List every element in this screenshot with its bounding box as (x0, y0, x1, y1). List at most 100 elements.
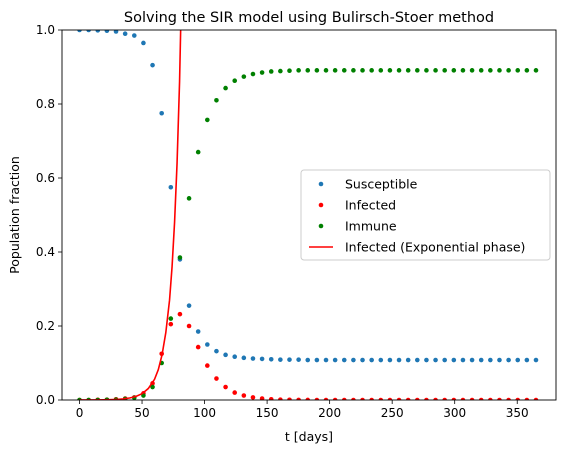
legend-label: Infected (345, 198, 396, 213)
data-point (378, 357, 384, 363)
data-point (515, 397, 521, 400)
data-point (378, 68, 384, 73)
y-tick-label: 0.0 (36, 393, 55, 407)
data-point (396, 397, 402, 400)
data-point (405, 68, 411, 73)
data-point (214, 348, 219, 354)
data-point (159, 110, 164, 116)
data-point (268, 69, 274, 74)
data-point (259, 356, 265, 362)
data-point (387, 357, 393, 363)
data-point (259, 396, 265, 400)
data-point (497, 68, 502, 73)
data-point (195, 149, 201, 155)
data-point (259, 70, 265, 75)
data-point (442, 357, 447, 363)
data-point (287, 68, 292, 73)
data-point (506, 357, 511, 363)
data-point (433, 357, 438, 363)
data-point (241, 74, 247, 79)
data-point (150, 62, 155, 68)
data-point (168, 316, 174, 321)
data-point (360, 68, 365, 73)
legend-label: Susceptible (345, 177, 418, 192)
x-tick-label: 150 (256, 406, 279, 420)
data-point (506, 397, 511, 400)
plot-frame (61, 29, 557, 401)
data-point (287, 397, 292, 400)
data-point (323, 357, 329, 363)
legend-box (300, 169, 551, 261)
data-point (186, 323, 192, 329)
data-point (488, 357, 493, 363)
data-point (250, 71, 256, 77)
data-point (305, 397, 311, 400)
data-point (469, 397, 475, 400)
data-point (223, 384, 228, 390)
x-axis: 0 50 100 150 200 250 300 350 (76, 400, 529, 420)
data-point (113, 30, 119, 34)
data-point (250, 356, 256, 361)
data-point (323, 68, 329, 73)
data-point (478, 68, 484, 73)
data-point (533, 397, 539, 400)
series-infected (77, 311, 539, 400)
x-tick-label: 50 (134, 406, 149, 420)
legend: Susceptible Infected Immune Infected (Expon… (300, 169, 551, 261)
data-point (332, 68, 338, 73)
data-point (378, 397, 384, 400)
data-point (141, 40, 146, 46)
data-point (323, 397, 329, 400)
data-point (469, 68, 475, 73)
data-point (296, 357, 301, 362)
data-point (506, 68, 511, 73)
x-tick-label: 300 (443, 406, 466, 420)
data-point (305, 68, 311, 73)
data-point (205, 363, 210, 368)
data-point (415, 357, 420, 363)
data-point (515, 68, 521, 73)
y-tick-label: 1.0 (36, 23, 55, 37)
data-point (223, 85, 228, 91)
data-point (360, 397, 365, 400)
data-point (524, 68, 530, 73)
data-point (469, 357, 475, 363)
data-point (278, 397, 283, 400)
data-point (405, 397, 411, 400)
x-tick-label: 200 (318, 406, 341, 420)
data-point (533, 357, 539, 363)
data-point (268, 396, 274, 400)
data-point (296, 397, 301, 400)
data-point (369, 357, 374, 363)
data-point (369, 397, 374, 400)
data-point (524, 397, 530, 400)
data-point (460, 68, 466, 73)
data-point (214, 376, 219, 381)
data-point (332, 357, 338, 363)
data-point (351, 357, 356, 363)
data-point (396, 357, 402, 363)
data-point (195, 344, 201, 350)
data-point (415, 397, 420, 400)
x-axis-label: t [days] (285, 429, 333, 444)
data-point (77, 30, 82, 33)
data-point (488, 397, 493, 400)
data-point (424, 68, 429, 73)
data-point (223, 352, 228, 358)
legend-dot-marker (318, 223, 324, 229)
data-point (451, 68, 457, 73)
x-tick-label: 0 (76, 406, 84, 420)
data-point (177, 255, 183, 260)
data-point (314, 397, 320, 400)
data-point (278, 68, 283, 74)
data-point (241, 393, 247, 398)
data-point (305, 357, 311, 363)
data-point (122, 31, 128, 36)
legend-dot-marker (318, 181, 324, 187)
data-point (478, 357, 484, 363)
data-point (460, 357, 466, 363)
data-point (332, 397, 338, 400)
data-point (314, 357, 320, 363)
data-point (86, 30, 91, 33)
